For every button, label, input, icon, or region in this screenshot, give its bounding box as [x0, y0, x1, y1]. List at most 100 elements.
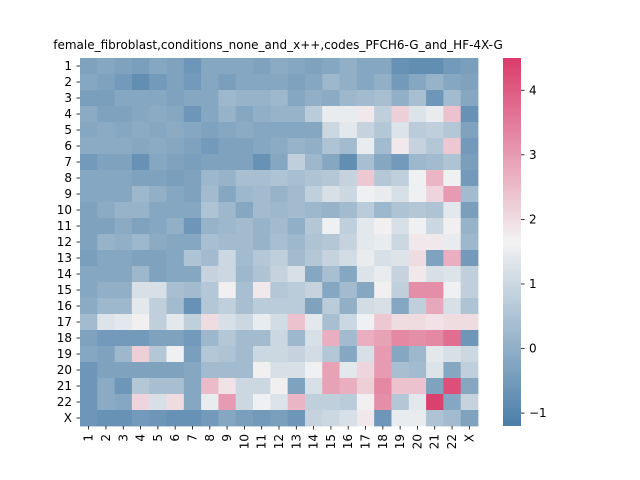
heatmap-cell — [391, 314, 410, 331]
heatmap-cell — [304, 314, 323, 331]
heatmap-cell — [270, 74, 289, 91]
heatmap-cell — [131, 138, 150, 155]
heatmap-cell — [166, 218, 185, 235]
heatmap-cell — [287, 330, 306, 347]
heatmap-cell — [97, 154, 115, 171]
heatmap-cell — [166, 186, 185, 203]
heatmap-cell — [149, 154, 167, 171]
heatmap-cell — [166, 378, 185, 395]
x-tick-label: 4 — [134, 434, 148, 442]
heatmap-cell — [391, 266, 410, 283]
heatmap-cell — [339, 186, 358, 203]
heatmap-cell — [253, 250, 271, 267]
y-tick-label: 5 — [64, 123, 72, 137]
heatmap-cell — [97, 378, 115, 395]
heatmap-cell — [322, 74, 340, 91]
heatmap-cell — [460, 266, 479, 283]
heatmap-cell — [253, 74, 271, 91]
heatmap-cell — [80, 138, 98, 155]
heatmap-cell — [356, 186, 375, 203]
heatmap-cell — [460, 314, 479, 331]
heatmap-cell — [408, 330, 427, 347]
heatmap-cell — [131, 314, 150, 331]
heatmap-cell — [304, 186, 323, 203]
heatmap-cell — [304, 266, 323, 283]
heatmap-cell — [114, 170, 133, 187]
heatmap-cell — [97, 266, 115, 283]
heatmap-cell — [131, 90, 150, 107]
heatmap-cell — [183, 298, 202, 315]
heatmap-cell — [443, 170, 462, 187]
heatmap-cell — [374, 250, 392, 267]
heatmap-cell — [201, 122, 219, 139]
heatmap-cell — [339, 314, 358, 331]
heatmap-cell — [253, 202, 271, 219]
heatmap-cell — [183, 138, 202, 155]
heatmap-cell — [374, 394, 392, 411]
heatmap-cell — [80, 122, 98, 139]
heatmap-cell — [339, 282, 358, 299]
colorbar-tick-label: 0 — [529, 342, 537, 356]
heatmap-cell — [183, 362, 202, 379]
heatmap-cell — [322, 314, 340, 331]
heatmap-cell — [97, 58, 115, 75]
heatmap-cell — [426, 282, 444, 299]
heatmap-cell — [131, 394, 150, 411]
heatmap-cell — [287, 250, 306, 267]
heatmap-cell — [374, 138, 392, 155]
x-tick-label: 22 — [445, 434, 459, 449]
heatmap-cell — [149, 90, 167, 107]
heatmap-cell — [339, 74, 358, 91]
heatmap-cell — [253, 394, 271, 411]
heatmap-cell — [287, 266, 306, 283]
heatmap-cell — [80, 106, 98, 123]
heatmap-cell — [253, 170, 271, 187]
x-tick-label: 18 — [376, 434, 390, 449]
heatmap-cell — [80, 202, 98, 219]
heatmap-cell — [356, 410, 375, 427]
heatmap-cell — [97, 362, 115, 379]
y-tick-label: 14 — [57, 267, 72, 281]
heatmap-cell — [460, 186, 479, 203]
heatmap-cell — [270, 170, 289, 187]
heatmap-cell — [460, 330, 479, 347]
heatmap-cell — [253, 186, 271, 203]
heatmap-cell — [408, 154, 427, 171]
heatmap-cell — [408, 58, 427, 75]
heatmap-cell — [253, 330, 271, 347]
heatmap-cell — [270, 202, 289, 219]
heatmap-cell — [218, 122, 237, 139]
heatmap-cell — [149, 250, 167, 267]
heatmap-cell — [201, 138, 219, 155]
heatmap-cell — [131, 234, 150, 251]
heatmap-cell — [356, 298, 375, 315]
x-tick-label: 19 — [393, 434, 407, 449]
heatmap-cell — [80, 90, 98, 107]
heatmap-cell — [218, 314, 237, 331]
heatmap-cell — [97, 234, 115, 251]
heatmap-cell — [356, 90, 375, 107]
heatmap-cell — [218, 218, 237, 235]
heatmap-cell — [391, 58, 410, 75]
heatmap-cell — [287, 122, 306, 139]
heatmap-cell — [322, 154, 340, 171]
heatmap-cell — [166, 58, 185, 75]
colorbar-tick-label: 3 — [529, 148, 537, 162]
heatmap-cell — [287, 362, 306, 379]
heatmap-cell — [408, 90, 427, 107]
heatmap-cell — [426, 250, 444, 267]
heatmap-cell — [253, 234, 271, 251]
heatmap-cell — [426, 234, 444, 251]
heatmap-cell — [391, 298, 410, 315]
heatmap-cell — [426, 58, 444, 75]
y-tick-label: 6 — [64, 139, 72, 153]
heatmap-cell — [114, 58, 133, 75]
heatmap-cell — [356, 202, 375, 219]
heatmap-cell — [374, 234, 392, 251]
heatmap-cell — [322, 394, 340, 411]
heatmap-cell — [149, 314, 167, 331]
heatmap-cell — [270, 282, 289, 299]
heatmap-cell — [201, 250, 219, 267]
heatmap-cell — [97, 410, 115, 427]
heatmap-cell — [253, 298, 271, 315]
